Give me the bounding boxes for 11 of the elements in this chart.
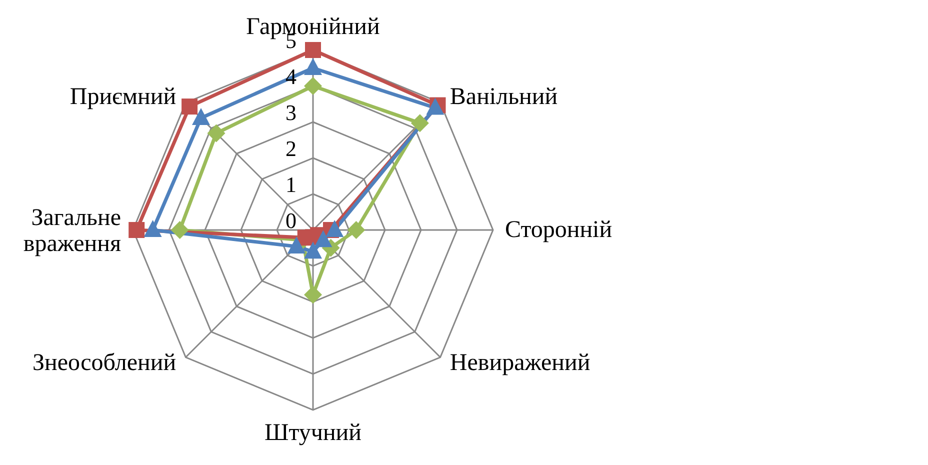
spoke-label: Штучний — [264, 420, 362, 446]
spoke-label: Загальне враження — [23, 205, 121, 257]
y-tick-label: 0 — [286, 208, 296, 233]
y-tick-label: 2 — [286, 136, 296, 161]
spoke-label: Знеособлений — [32, 350, 176, 376]
spoke-label: Сторонній — [505, 217, 612, 243]
spoke-label: Приємний — [70, 84, 176, 110]
y-tick-label: 1 — [286, 172, 296, 197]
spoke-label: Невиражений — [450, 350, 590, 376]
y-tick-label: 3 — [286, 100, 296, 125]
spoke-label: Ванільний — [450, 84, 558, 110]
